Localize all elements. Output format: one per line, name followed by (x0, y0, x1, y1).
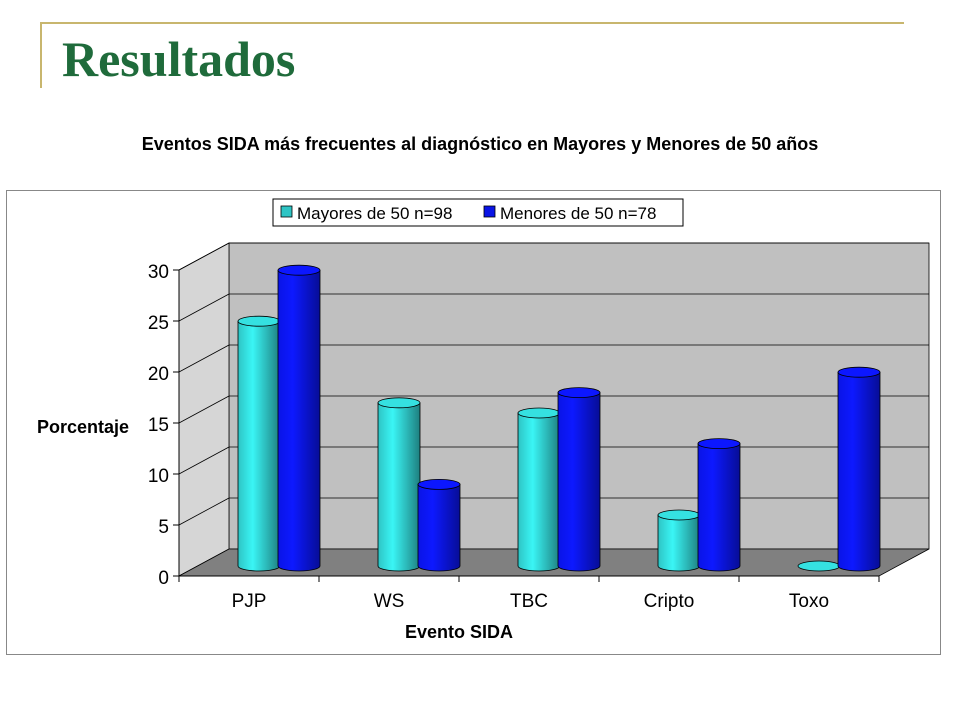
bar (557, 392, 601, 572)
title-accent-bar (40, 22, 42, 88)
bar (517, 412, 561, 572)
x-tick-label: PJP (232, 591, 267, 612)
gridline-side (178, 446, 230, 475)
legend-label: Menores de 50 n=78 (500, 204, 656, 223)
x-tick-label: TBC (510, 591, 548, 612)
gridline-side (178, 242, 230, 271)
bar-top (697, 438, 741, 450)
legend-swatch (280, 205, 293, 218)
y-tick-label: 0 (158, 568, 169, 589)
bar (697, 443, 741, 572)
y-tick-label: 5 (158, 517, 169, 538)
bar (377, 402, 421, 572)
bar-top (517, 407, 561, 419)
x-axis-title: Evento SIDA (405, 622, 513, 642)
x-tick-label: WS (374, 591, 405, 612)
gridline-side (178, 293, 230, 322)
y-tick-label: 30 (148, 262, 169, 283)
title-accent-line (40, 22, 904, 24)
legend: Mayores de 50 n=98 Menores de 50 n=78 (272, 198, 684, 227)
chart-frame: 0 5 10 15 20 25 30 PJP WS TBC Cripto Toxo Porcentaje… (6, 190, 941, 655)
y-tick-label: 20 (148, 364, 169, 385)
gridline-side (178, 497, 230, 526)
bar-top (237, 315, 281, 327)
bar (417, 484, 461, 572)
legend-swatch (483, 205, 496, 218)
bar (657, 514, 701, 572)
bar-top (417, 478, 461, 490)
y-axis-title: Porcentaje (37, 417, 129, 437)
bar-chart: 0 5 10 15 20 25 30 PJP WS TBC Cripto Toxo Porcentaje… (37, 198, 930, 642)
y-tick-label: 15 (148, 415, 169, 436)
bar-top (277, 264, 321, 276)
bar (237, 320, 281, 572)
bar-top (657, 509, 701, 521)
y-tick-label: 25 (148, 313, 169, 334)
gridline-side (178, 344, 230, 373)
page-title: Resultados (62, 31, 296, 87)
x-tick-label: Toxo (789, 591, 829, 612)
bar (837, 371, 881, 572)
bar-top (377, 397, 421, 409)
chart-subtitle: Eventos SIDA más frecuentes al diagnósti… (141, 134, 819, 154)
x-tick-label: Cripto (644, 591, 695, 612)
bar-top (557, 387, 601, 399)
legend-label: Mayores de 50 n=98 (297, 204, 452, 223)
bar-top (837, 366, 881, 378)
legend-box (272, 198, 684, 227)
bar-top (797, 560, 841, 572)
y-tick-label: 10 (148, 466, 169, 487)
bar (277, 269, 321, 572)
gridline-side (178, 395, 230, 424)
